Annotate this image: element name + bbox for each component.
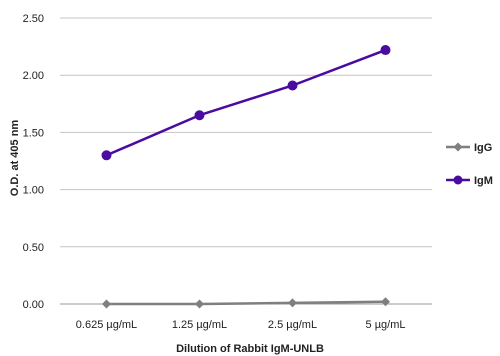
y-tick-label: 1.50 [23, 127, 44, 139]
legend: IgG IgM [446, 142, 493, 187]
data-point [194, 110, 205, 121]
legend-item-igg: IgG [446, 142, 492, 154]
legend-label: IgM [474, 175, 493, 187]
gridlines [60, 17, 432, 305]
data-point [380, 45, 391, 56]
data-point [101, 150, 112, 161]
x-tick-label: 0.625 µg/mL [76, 319, 137, 331]
series-igg [102, 297, 390, 309]
x-tick-label: 5 µg/mL [366, 319, 406, 331]
data-point [195, 299, 204, 309]
legend-marker [453, 175, 463, 185]
series-igm [101, 45, 391, 161]
data-point [102, 299, 111, 309]
legend-marker [453, 142, 463, 152]
y-tick-label: 0.50 [23, 242, 44, 254]
data-point [381, 297, 390, 307]
legend-item-igm: IgM [446, 175, 493, 187]
series-line [106, 48, 386, 157]
y-tick-labels: 0.00 0.50 1.00 1.50 2.00 2.50 [23, 13, 44, 311]
x-axis-title: Dilution of Rabbit IgM-UNLB [176, 343, 324, 355]
y-tick-label: 0.00 [23, 299, 44, 311]
data-point [288, 298, 297, 308]
x-tick-label: 1.25 µg/mL [172, 319, 227, 331]
y-axis-title: O.D. at 405 nm [9, 120, 21, 197]
y-tick-label: 2.00 [23, 70, 44, 82]
series-layer [101, 45, 391, 309]
y-tick-label: 2.50 [23, 13, 44, 25]
x-tick-labels: 0.625 µg/mL 1.25 µg/mL 2.5 µg/mL 5 µg/mL [76, 319, 406, 331]
series-line [106, 300, 386, 306]
y-tick-label: 1.00 [23, 185, 44, 197]
legend-label: IgG [474, 142, 492, 154]
x-tick-label: 2.5 µg/mL [268, 319, 317, 331]
data-point [287, 80, 298, 91]
